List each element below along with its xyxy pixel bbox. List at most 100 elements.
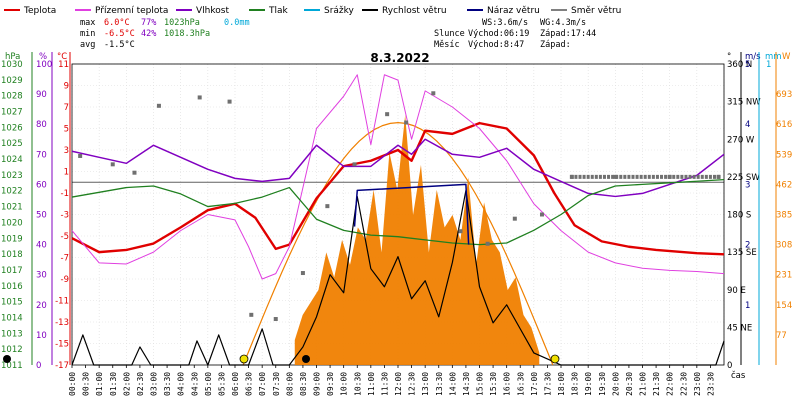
stat-min-press: 1018.3hPa xyxy=(164,29,210,39)
stat-avg-label: avg xyxy=(80,40,95,50)
series-line-p-zemn-teplota xyxy=(71,74,725,280)
wind-direction-point xyxy=(300,271,305,276)
chart-title: 8.3.2022 xyxy=(370,51,429,65)
unit-hpa: hPa xyxy=(5,52,20,62)
x-tick-label: 19:00 xyxy=(584,372,593,396)
x-tick-label: 09:30 xyxy=(326,372,335,396)
wind-direction-point xyxy=(700,174,704,179)
wind-direction-point xyxy=(132,170,137,175)
tick-humidity: 50 xyxy=(36,211,47,221)
wind-direction-point xyxy=(570,174,574,179)
tick-humidity: 10 xyxy=(36,331,47,341)
wind-direction-point xyxy=(704,174,708,179)
wind-direction-point xyxy=(273,317,278,322)
tick-pressure: 1018 xyxy=(1,250,23,260)
wind-direction-point xyxy=(110,162,115,167)
legend-label: Tlak xyxy=(268,6,289,16)
x-tick-label: 16:30 xyxy=(516,372,525,396)
tick-solar: 616 xyxy=(776,120,792,130)
tick-pressure: 1020 xyxy=(1,218,23,228)
x-tick-label: 08:30 xyxy=(299,372,308,396)
wind-direction-point xyxy=(672,174,676,179)
x-tick-label: 06:30 xyxy=(245,372,254,396)
wind-direction-point xyxy=(602,174,606,179)
unit-mm: mm xyxy=(765,52,782,62)
wind-direction-point xyxy=(352,162,357,167)
tick-humidity: 40 xyxy=(36,241,47,251)
legend-label: Přízemní teplota xyxy=(95,6,168,16)
x-tick-label: 22:00 xyxy=(666,372,675,396)
legend-label: Srážky xyxy=(324,6,355,16)
tick-temperature: 5 xyxy=(64,125,69,135)
tick-humidity: 0 xyxy=(36,361,41,371)
tick-temperature: -3 xyxy=(61,211,69,221)
series-line-tlak xyxy=(71,178,725,246)
wind-direction-point xyxy=(458,229,463,234)
x-tick-label: 02:30 xyxy=(136,372,145,396)
x-tick-label: 19:30 xyxy=(598,372,607,396)
tick-humidity: 70 xyxy=(36,150,47,160)
tick-pressure: 1015 xyxy=(1,298,23,308)
wind-direction-point xyxy=(404,120,409,125)
wind-direction-point xyxy=(512,216,517,221)
legend-label: Rychlost větru xyxy=(382,6,447,16)
tick-temperature: -11 xyxy=(55,297,69,307)
x-tick-label: 18:30 xyxy=(571,372,580,396)
tick-pressure: 1027 xyxy=(1,108,23,118)
wind-direction-point xyxy=(712,174,716,179)
tick-wind-speed: 1 xyxy=(745,301,750,311)
solar-area xyxy=(294,114,540,366)
tick-temperature: -7 xyxy=(61,254,69,264)
wind-direction-point xyxy=(643,174,647,179)
legend-label: Vlhkost xyxy=(196,6,229,16)
tick-wind-speed: 4 xyxy=(745,120,750,130)
x-tick-label: 15:00 xyxy=(476,372,485,396)
unit-w: W xyxy=(782,52,791,62)
x-tick-label: 17:30 xyxy=(543,372,552,396)
tick-pressure: 1016 xyxy=(1,282,23,292)
tick-pressure: 1014 xyxy=(1,313,23,323)
wind-direction-point xyxy=(385,112,390,117)
wind-direction-point xyxy=(156,103,161,108)
tick-humidity: 80 xyxy=(36,120,47,130)
wind-direction-point xyxy=(692,174,696,179)
x-tick-label: 18:00 xyxy=(557,372,566,396)
tick-pressure: 1023 xyxy=(1,171,23,181)
tick-wind-speed: 5 xyxy=(745,60,750,70)
wind-direction-point xyxy=(619,174,623,179)
x-tick-label: 22:30 xyxy=(679,372,688,396)
tick-humidity: 90 xyxy=(36,90,47,100)
x-tick-label: 23:30 xyxy=(706,372,715,396)
wind-direction-point xyxy=(664,174,668,179)
tick-temperature: -13 xyxy=(55,318,69,328)
series-line-teplota xyxy=(71,121,725,256)
wind-direction-point xyxy=(680,174,684,179)
wind-direction-point xyxy=(655,174,659,179)
x-tick-label: 14:30 xyxy=(462,372,471,396)
stat-max-hum: 77% xyxy=(141,18,156,28)
x-tick-label: 00:00 xyxy=(68,372,77,396)
wind-direction-point xyxy=(696,174,700,179)
wind-direction-point xyxy=(615,174,619,179)
series-line-vlhkost xyxy=(71,138,725,198)
x-tick-label: 12:30 xyxy=(408,372,417,396)
wind-direction-point xyxy=(586,174,590,179)
x-tick-label: 23:00 xyxy=(693,372,702,396)
x-tick-label: 05:00 xyxy=(204,372,213,396)
stat-moon-set: Západ: xyxy=(540,40,571,50)
tick-solar: 385 xyxy=(776,211,792,221)
wind-direction-point xyxy=(582,174,586,179)
x-tick-label: 08:00 xyxy=(285,372,294,396)
wind-direction-point xyxy=(717,174,721,179)
tick-pressure: 1030 xyxy=(1,60,23,70)
stat-sun-set: Západ:17:44 xyxy=(540,29,596,39)
moon-icon xyxy=(3,355,11,363)
stat-ws: WS:3.6m/s xyxy=(482,18,528,28)
x-tick-label: 16:00 xyxy=(503,372,512,396)
wind-direction-point xyxy=(325,204,330,209)
tick-pressure: 1028 xyxy=(1,92,23,102)
wind-direction-point xyxy=(590,174,594,179)
stat-max-temp: 6.0°C xyxy=(104,18,130,28)
x-tick-label: 12:00 xyxy=(394,372,403,396)
tick-solar: 462 xyxy=(776,180,792,190)
